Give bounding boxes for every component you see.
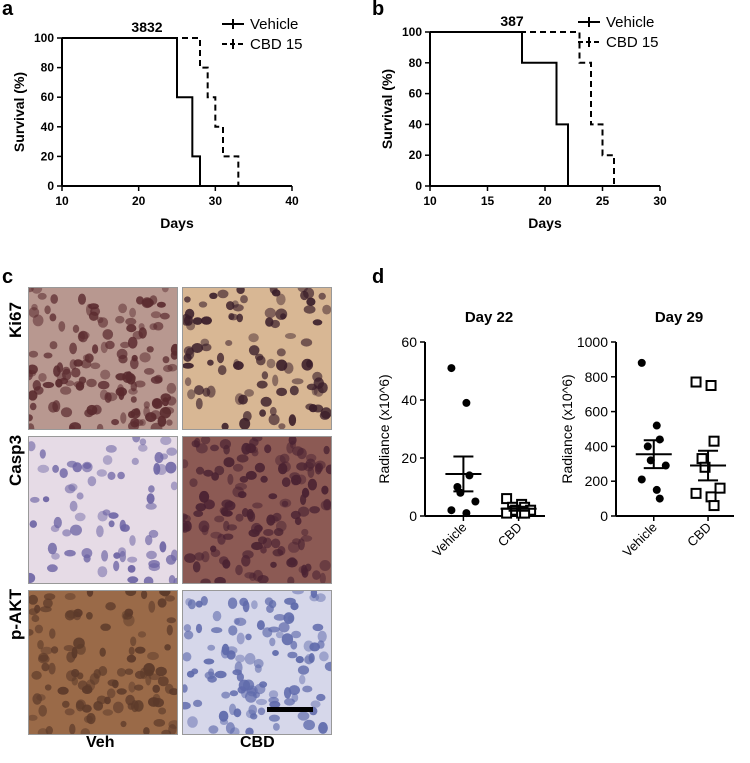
panel-letter-a: a [2,0,14,20]
data-point [690,487,702,499]
data-point [690,376,702,388]
x-tick-label: 40 [285,194,299,208]
y-tick-label: 20 [401,450,417,466]
data-point [501,493,513,505]
y-tick-label: 100 [402,25,422,39]
data-point [655,494,664,503]
radiance-day22-chart: Day 22 0 20 40 60 Radiance (x10^6) Vehicle CBD [376,309,545,560]
row-label-ki67: Ki67 [6,302,25,338]
micrograph-p-akt-cbd [182,590,332,735]
y-tick-label: 0 [47,179,54,193]
chart-title: Day 22 [465,309,513,326]
y-tick-label: 80 [409,56,423,70]
panel-letter-c: c [2,266,14,288]
radiance-day29-chart: Day 29 0 200 400 600 800 1000 Radiance (x10^6) V… [559,309,734,560]
y-tick-label: 20 [409,148,423,162]
y-tick-label: 0 [409,508,417,524]
data-point [462,398,471,407]
x-tick-label: 20 [538,194,552,208]
y-tick-label: 80 [41,61,55,75]
series-line-cbd-15 [62,37,240,186]
x-tick-label: 15 [481,194,495,208]
y-tick-label: 1000 [577,334,608,350]
y-tick-label: 600 [585,404,609,420]
x-axis-label: Days [160,215,194,231]
x-tick-label: CBD [495,520,525,550]
chart-title: 387 [500,13,524,29]
micrograph-casp3-veh [28,436,178,584]
data-point [652,485,661,494]
data-point [447,364,456,373]
data-point [699,461,711,473]
data-point [643,442,652,451]
data-point [447,506,456,515]
y-axis-label: Radiance (x10^6) [376,374,392,483]
legend-label: Vehicle [250,16,298,33]
y-tick-label: 60 [41,90,55,104]
y-tick-label: 40 [41,120,55,134]
y-tick-label: 60 [401,334,417,350]
micrograph-p-akt-veh [28,590,178,735]
data-point [637,358,646,367]
y-axis-label: Radiance (x10^6) [559,374,575,483]
y-axis-label: Survival (%) [379,69,395,149]
series-line-vehicle [430,31,569,186]
x-tick-label: 25 [596,194,610,208]
micrograph-ki67-veh [28,287,178,430]
x-axis-label: Days [528,215,562,231]
data-point [708,435,720,447]
data-point [714,482,726,494]
x-tick-label: Vehicle [620,520,660,560]
panel-letter-b: b [372,0,385,20]
col-label-veh: Veh [86,734,115,751]
panel-letter-d: d [372,266,385,288]
y-tick-label: 800 [585,369,609,385]
data-point [652,421,661,430]
x-tick-label: 20 [132,194,146,208]
x-tick-label: Vehicle [429,520,469,560]
y-tick-label: 0 [415,179,422,193]
y-axis-label: Survival (%) [11,72,27,152]
x-tick-label: 10 [423,194,437,208]
data-point [462,509,471,518]
legend-label: Vehicle [606,14,654,31]
data-point [696,453,708,465]
y-tick-label: 40 [409,117,423,131]
series-line-vehicle [62,37,201,186]
micrograph-ki67-cbd [182,287,332,430]
data-point [705,380,717,391]
data-point [661,461,670,470]
x-tick-label: CBD [684,520,714,550]
data-point [471,497,480,506]
row-label-casp3: Casp3 [6,434,25,486]
x-tick-label: 10 [55,194,69,208]
survival-chart-387: 0 20 40 60 80 100 10 15 20 25 30 Days Survival (%) 38… [379,13,667,231]
legend-label: CBD 15 [250,36,303,53]
row-label-pakt: p-AKT [6,589,25,640]
y-tick-label: 200 [585,473,609,489]
y-tick-label: 100 [34,31,54,45]
data-point [708,500,720,512]
scale-bar [267,707,313,712]
y-tick-label: 60 [409,87,423,101]
col-label-cbd: CBD [240,734,275,751]
y-tick-label: 400 [585,438,609,454]
chart-title: 3832 [131,19,162,35]
series-line-cbd-15 [430,31,615,186]
legend-label: CBD 15 [606,34,659,51]
data-point [637,475,646,484]
y-tick-label: 0 [600,508,608,524]
chart-title: Day 29 [655,309,703,326]
data-point [465,471,474,480]
survival-chart-3832: 0 20 40 60 80 100 10 20 30 40 Days Survival (%) 3832… [11,16,303,231]
y-tick-label: 20 [41,149,55,163]
data-point [705,491,717,503]
x-tick-label: 30 [653,194,667,208]
y-tick-label: 40 [401,392,417,408]
x-tick-label: 30 [209,194,223,208]
micrograph-casp3-cbd [182,436,332,584]
